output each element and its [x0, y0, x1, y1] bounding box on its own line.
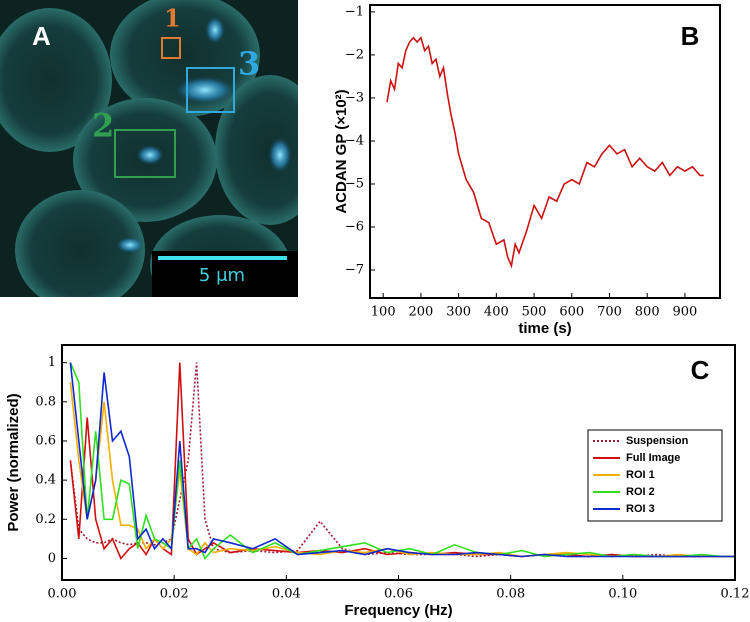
- legend-label: Suspension: [626, 435, 689, 447]
- x-tick-label: 400: [484, 305, 509, 320]
- x-tick-label: 100: [371, 305, 396, 320]
- y-tick-label: 0.6: [35, 433, 56, 448]
- x-tick-label: 600: [559, 305, 584, 320]
- legend-label: ROI 3: [626, 503, 655, 515]
- y-tick-label: −4: [345, 133, 364, 148]
- x-tick-label: 0.04: [272, 587, 301, 602]
- x-tick-label: 0.08: [496, 587, 525, 602]
- y-tick-label: 0: [48, 551, 56, 566]
- series-line: [69, 362, 735, 560]
- panel-label: A: [32, 21, 51, 51]
- roi-label: 2: [92, 107, 114, 145]
- series-line: [386, 36, 704, 269]
- x-tick-label: 300: [446, 305, 471, 320]
- legend-label: Full Image: [626, 452, 680, 464]
- x-tick-label: 200: [409, 305, 434, 320]
- x-tick-label: 0.02: [160, 587, 189, 602]
- y-tick-label: −2: [345, 47, 364, 62]
- x-tick-label: 900: [673, 305, 698, 320]
- x-axis-label: Frequency (Hz): [344, 602, 452, 619]
- legend-label: ROI 2: [626, 486, 655, 498]
- scale-bar-label: 5 μm: [199, 265, 245, 286]
- y-tick-label: 0.8: [35, 394, 56, 409]
- y-tick-label: −3: [345, 90, 364, 105]
- y-tick-label: 0.4: [35, 473, 56, 488]
- series-line: [69, 362, 735, 558]
- x-tick-label: 0.06: [384, 587, 413, 602]
- y-axis-label: Power (normalized): [5, 393, 22, 531]
- y-tick-label: −5: [345, 176, 364, 191]
- x-axis-label: time (s): [518, 320, 571, 337]
- y-tick-label: −6: [345, 220, 364, 235]
- plot-frame: [369, 4, 721, 299]
- roi-label: 3: [238, 45, 260, 83]
- x-tick-label: 800: [635, 305, 660, 320]
- y-tick-label: −1: [345, 4, 364, 19]
- y-tick-label: 0.2: [35, 512, 56, 527]
- x-tick-label: 0.12: [721, 587, 750, 602]
- series-line: [69, 382, 735, 558]
- x-tick-label: 500: [522, 305, 547, 320]
- x-tick-label: 0.10: [608, 587, 637, 602]
- plot-frame: [61, 344, 736, 581]
- panel-label: B: [681, 21, 700, 51]
- y-tick-label: 1: [48, 355, 56, 370]
- y-axis-label: ACDAN GP (×10²): [333, 89, 350, 213]
- legend-label: ROI 1: [626, 469, 655, 481]
- roi-label: 1: [164, 4, 181, 33]
- x-tick-label: 700: [597, 305, 622, 320]
- microscopy-image: [0, 0, 298, 297]
- y-tick-label: −7: [345, 263, 364, 278]
- panel-label: C: [691, 355, 710, 385]
- x-tick-label: 0.00: [48, 587, 77, 602]
